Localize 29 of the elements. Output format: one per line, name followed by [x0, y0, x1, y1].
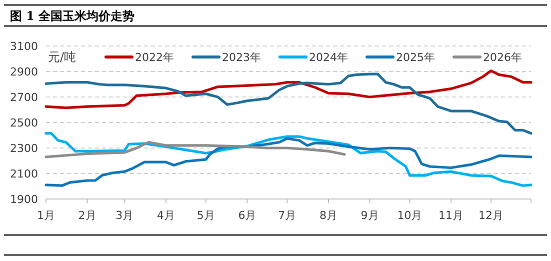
x-tick-label: 4月: [156, 209, 175, 222]
y-axis-title: 元/吨: [48, 50, 76, 64]
y-tick-label: 2700: [10, 91, 38, 104]
legend-label: 2024年: [309, 51, 348, 64]
x-tick-label: 11月: [438, 209, 464, 222]
x-tick-label: 7月: [278, 209, 296, 222]
x-tick-label: 6月: [238, 209, 256, 222]
x-tick-label: 2月: [78, 209, 96, 222]
y-tick-label: 2900: [10, 66, 38, 78]
chart-title: 图 1 全国玉米均价走势: [10, 9, 135, 23]
x-tick-label: 3月: [116, 209, 134, 222]
legend-label: 2022年: [135, 51, 174, 64]
line-series: [44, 72, 532, 135]
x-tick-label: 5月: [196, 209, 215, 222]
x-tick-label: 12月: [478, 209, 504, 222]
y-tick-label: 3100: [10, 40, 38, 53]
y-tick-label: 2500: [10, 116, 38, 130]
y-tick-label: 1900: [10, 193, 38, 206]
line-series: [44, 70, 532, 110]
x-tick-label: 10月: [397, 209, 422, 222]
y-tick-label: 2100: [10, 168, 38, 180]
x-tick-label: 9月: [360, 209, 379, 222]
line-series: [44, 140, 346, 158]
y-tick-label: 2300: [10, 142, 38, 155]
legend-label: 2023年: [222, 51, 261, 64]
x-tick-label: 1月: [37, 209, 55, 222]
legend-label: 2025年: [396, 51, 435, 64]
x-tick-label: 8月: [319, 209, 338, 222]
legend-label: 2026年: [483, 51, 522, 64]
